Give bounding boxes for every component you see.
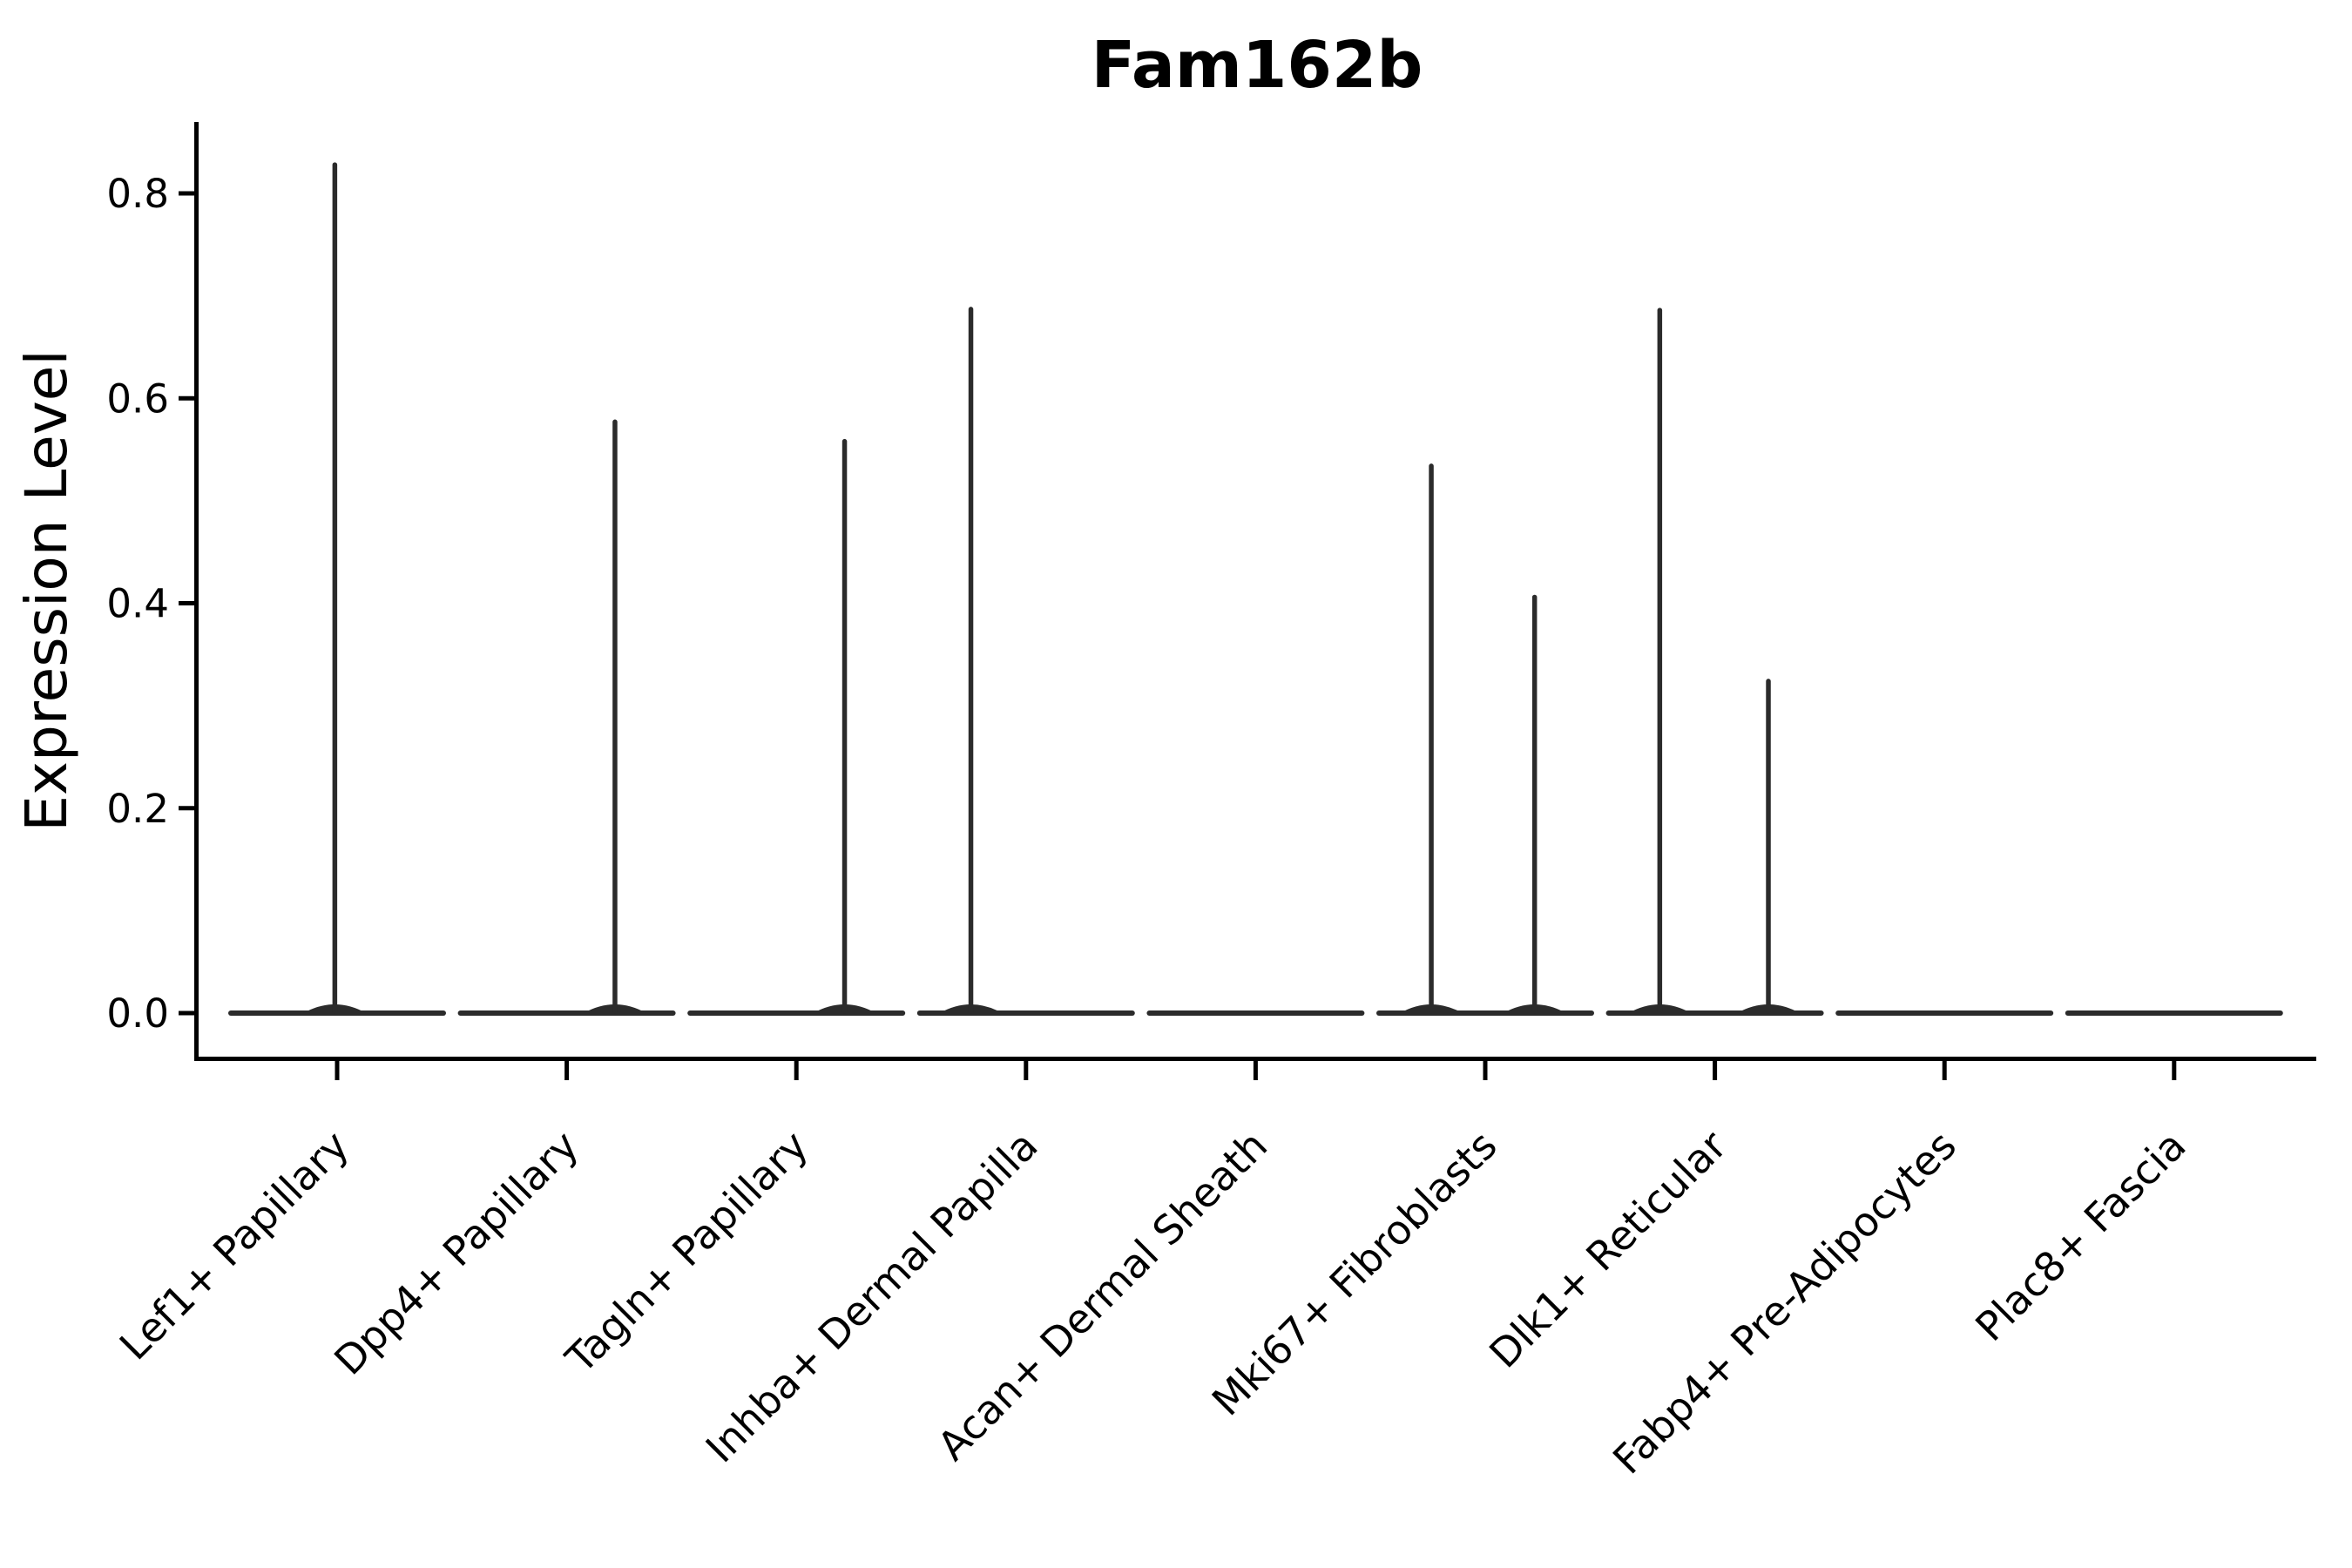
violins [228, 162, 2283, 1016]
y-tick-label: 0.8 [106, 171, 169, 217]
y-axis-label: Expression Level [13, 349, 80, 831]
chart-title: Fam162b [1092, 28, 1423, 103]
x-tick-label: Tagln+ Papillary [556, 1122, 817, 1383]
violin-4 [916, 307, 1135, 1016]
y-tick-label: 0.6 [106, 375, 169, 422]
violin-1 [228, 162, 446, 1016]
x-tick-label: Plac8+ Fascia [1966, 1122, 2194, 1350]
x-tick-label: Dlk1+ Reticular [1480, 1122, 1735, 1377]
x-tick-label: Lef1+ Papillary [111, 1122, 358, 1369]
x-tick-label: Dpp4+ Papillary [325, 1122, 587, 1384]
violin-2 [457, 419, 676, 1016]
y-tick-label: 0.2 [106, 786, 169, 832]
violin-7 [1605, 308, 1824, 1016]
y-tick-label: 0.0 [106, 990, 169, 1037]
violin-6 [1376, 463, 1594, 1016]
violin-3 [687, 438, 906, 1016]
y-tick-label: 0.4 [106, 581, 169, 627]
